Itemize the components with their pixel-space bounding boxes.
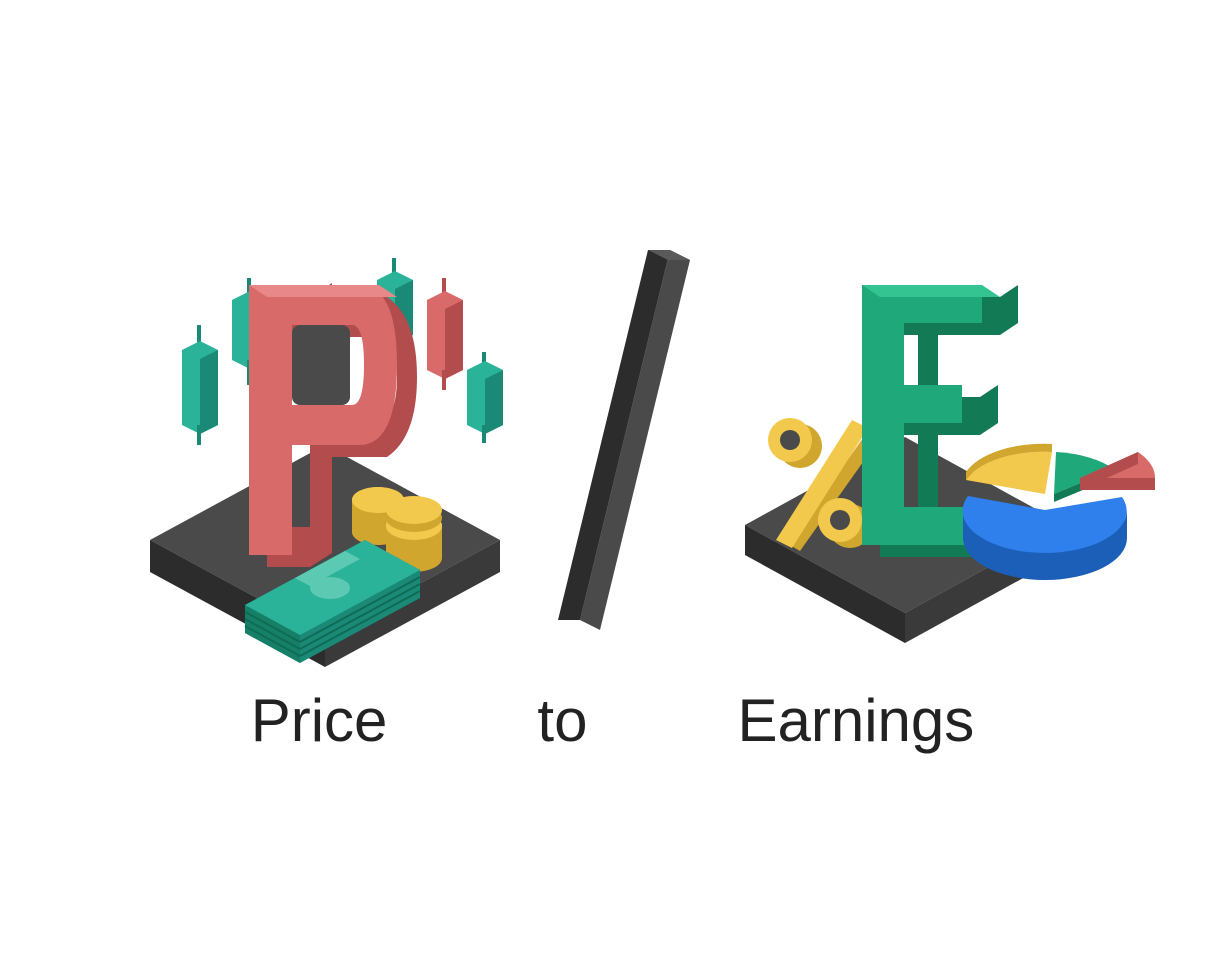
price-label: Price [251, 686, 388, 755]
pie-chart-icon [963, 444, 1155, 580]
label-row: Price to Earnings [0, 686, 1225, 755]
illustration-svg [0, 0, 1225, 980]
candlestick-icon [182, 325, 218, 445]
infographic-canvas: Price to Earnings [0, 0, 1225, 980]
slash-icon [558, 250, 690, 630]
candlestick-icon [427, 278, 463, 390]
candlestick-icon [467, 352, 503, 443]
earnings-label: Earnings [737, 686, 974, 755]
to-label: to [537, 686, 587, 755]
